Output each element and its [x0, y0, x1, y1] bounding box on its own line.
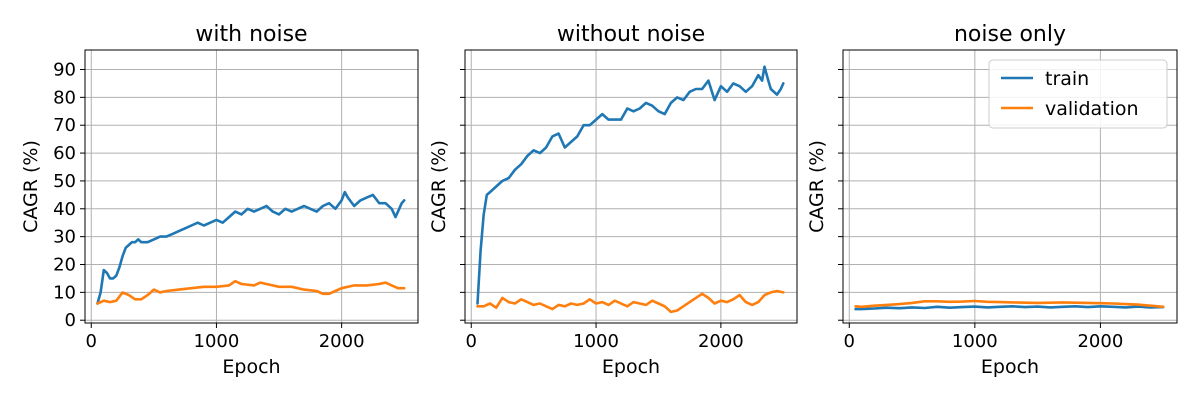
y-tick-label: 70 [53, 115, 76, 136]
y-tick-label: 0 [65, 310, 76, 331]
series-line-train [476, 65, 785, 305]
series-line-train [96, 190, 406, 305]
series-line-validation [854, 299, 1165, 309]
axes-frame [464, 49, 798, 324]
x-tick-label: 0 [86, 331, 97, 352]
y-tick-label: 40 [53, 199, 76, 220]
x-tick-label: 1000 [573, 331, 619, 352]
series-line-validation [96, 279, 406, 305]
y-axis-label: CAGR (%) [20, 140, 42, 233]
y-axis-label: CAGR (%) [428, 140, 450, 233]
x-tick-label: 0 [466, 331, 477, 352]
axes-frame [84, 49, 419, 324]
legend-box [988, 59, 1168, 129]
y-tick-label: 80 [53, 87, 76, 108]
y-tick-label: 10 [53, 282, 76, 303]
chart-title: with noise [195, 22, 307, 47]
y-tick-label: 20 [53, 255, 76, 276]
chart-title: without noise [557, 22, 705, 47]
legend: train validation [988, 59, 1168, 129]
x-tick-label: 1000 [194, 331, 240, 352]
x-tick-label: 1000 [952, 331, 998, 352]
y-tick-label: 90 [53, 60, 76, 81]
y-tick-label: 50 [53, 171, 76, 192]
series-line-train [854, 304, 1165, 311]
chart-panel-2: 0 1000 2000 without noise Epoch CAGR (%) [428, 22, 798, 378]
y-tick-label: 30 [53, 227, 76, 248]
x-tick-label: 2000 [319, 331, 365, 352]
series-line-validation [476, 289, 785, 314]
x-tick-label: 2000 [1077, 331, 1123, 352]
x-axis-label: Epoch [222, 356, 280, 378]
y-tick-label: 60 [53, 143, 76, 164]
x-tick-label: 2000 [698, 331, 744, 352]
x-tick-label: 0 [844, 331, 855, 352]
chart-panel-1: 0 1000 2000 0 10 20 30 40 50 60 70 80 90 with noise Ep… [20, 22, 419, 378]
legend-label-train: train [1045, 68, 1089, 90]
chart-title: noise only [954, 22, 1066, 47]
axes-frame [842, 49, 1178, 324]
chart-panel-3: 0 1000 2000 noise only Epoch CAGR (%) train val… [806, 22, 1178, 378]
legend-label-validation: validation [1045, 98, 1139, 120]
x-axis-label: Epoch [981, 356, 1039, 378]
y-axis-label: CAGR (%) [806, 140, 828, 233]
x-axis-label: Epoch [602, 356, 660, 378]
